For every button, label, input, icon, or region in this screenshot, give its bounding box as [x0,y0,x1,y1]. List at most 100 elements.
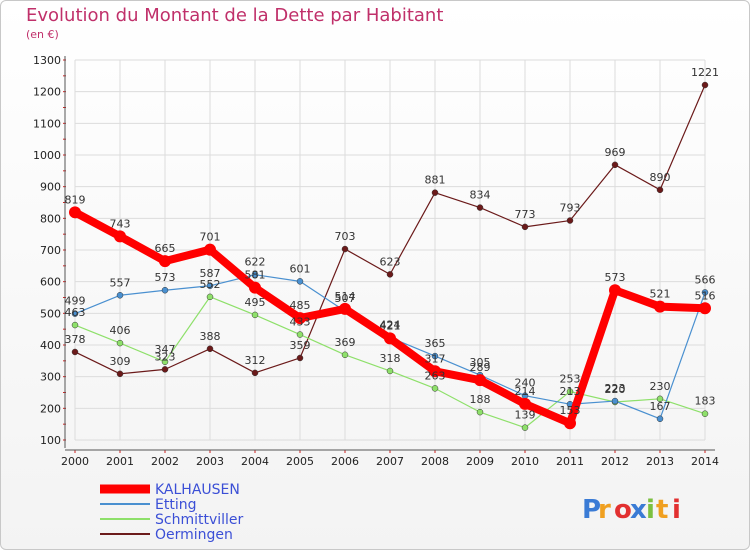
data-label-etting: 424 [380,318,401,331]
logo-letter: P [582,495,601,525]
data-label-oermingen: 323 [155,350,176,363]
data-point-kalhausen [609,284,621,297]
data-label-schmittviller: 230 [650,380,671,393]
data-point-oermingen [386,271,394,278]
data-point-schmittviller [71,321,79,329]
data-point-etting [161,286,169,294]
data-point-oermingen [116,370,124,378]
data-point-oermingen [71,348,79,356]
y-tick-label: 600 [40,276,61,289]
legend-label-oermingen: Oermingen [155,527,233,543]
data-label-oermingen: 793 [560,202,581,215]
data-label-schmittviller: 433 [290,316,311,329]
data-label-schmittviller: 183 [695,395,716,408]
data-point-kalhausen [564,417,576,430]
data-point-etting [296,278,304,285]
logo-letter: o [614,495,632,525]
data-label-kalhausen: 289 [470,361,491,374]
data-label-kalhausen: 514 [335,290,356,303]
data-label-etting: 499 [65,295,86,308]
logo-letter: t [656,495,668,525]
data-point-oermingen [521,223,529,231]
data-label-kalhausen: 516 [695,289,716,302]
data-point-kalhausen [654,300,666,313]
data-point-schmittviller [566,388,574,395]
y-tick-label: 1100 [33,117,61,130]
data-point-schmittviller [341,351,349,359]
legend-label-schmittviller: Schmittviller [155,512,244,528]
data-label-kalhausen: 701 [200,231,221,244]
x-tick-label: 2006 [331,455,359,468]
data-point-kalhausen [474,374,486,387]
data-label-schmittviller: 406 [110,324,131,337]
data-label-kalhausen: 485 [290,299,311,312]
data-point-schmittviller [521,424,529,431]
x-tick-label: 2009 [466,455,494,468]
data-point-schmittviller [116,339,124,347]
x-tick-label: 2012 [601,455,629,468]
data-label-kalhausen: 214 [515,385,536,398]
data-label-schmittviller: 369 [335,336,356,349]
logo-letter: x [630,495,647,525]
data-point-etting [71,310,79,317]
data-point-kalhausen [339,302,351,315]
data-label-schmittviller: 463 [65,306,86,319]
data-point-kalhausen [69,206,81,219]
data-label-kalhausen: 317 [425,352,446,365]
data-label-schmittviller: 220 [605,383,626,396]
data-label-etting: 240 [515,377,536,390]
data-point-schmittviller [161,358,169,366]
data-point-schmittviller [206,293,214,301]
data-label-kalhausen: 573 [605,271,626,284]
data-label-etting: 305 [470,356,491,369]
data-label-kalhausen: 153 [560,404,581,417]
data-label-kalhausen: 581 [245,269,266,282]
y-tick-label: 200 [40,402,61,415]
data-label-kalhausen: 665 [155,242,176,255]
data-point-oermingen [341,245,349,253]
data-label-etting: 167 [650,400,671,413]
data-label-schmittviller: 263 [425,369,446,382]
data-point-etting [206,282,214,290]
data-point-kalhausen [159,255,171,268]
x-tick-label: 2003 [196,455,224,468]
data-point-etting [431,352,439,360]
data-point-etting [116,292,124,299]
data-point-etting [701,289,709,296]
data-point-oermingen [476,204,484,211]
data-label-schmittviller: 139 [515,409,536,422]
data-point-oermingen [701,81,709,89]
chart-title: Evolution du Montant de la Dette par Hab… [26,5,443,26]
data-point-oermingen [431,189,439,196]
data-point-etting [251,271,259,278]
logo-letter: i [646,495,655,525]
data-labels: 819 743 665 701 581 485 514 421 317 289 214 153 573 5… [65,66,720,422]
data-label-etting: 587 [200,267,221,280]
data-label-kalhausen: 521 [650,288,671,301]
data-label-schmittviller: 188 [470,393,491,406]
data-label-etting: 566 [695,273,716,286]
data-label-etting: 213 [560,385,581,398]
series-lines [69,81,711,431]
data-label-etting: 601 [290,262,311,275]
x-tick-label: 2007 [376,455,404,468]
x-tick-label: 2001 [106,455,134,468]
x-tick-label: 2000 [61,455,89,468]
y-tick-label: 1300 [33,54,61,67]
axes: 100 200 300 400 500 600 700 800 900 1000 1100 1200 1… [33,54,719,468]
data-point-etting [611,397,619,405]
x-tick-label: 2013 [646,455,674,468]
logo-letter: r [598,495,611,525]
data-label-oermingen: 312 [245,354,266,367]
data-label-schmittviller: 495 [245,296,266,309]
y-tick-label: 900 [40,181,61,194]
data-label-oermingen: 309 [110,355,131,368]
data-point-oermingen [611,161,619,169]
data-point-schmittviller [656,395,664,403]
data-label-etting: 557 [110,276,131,289]
data-point-etting [656,415,664,423]
data-label-etting: 507 [335,292,356,305]
data-point-oermingen [296,354,304,362]
